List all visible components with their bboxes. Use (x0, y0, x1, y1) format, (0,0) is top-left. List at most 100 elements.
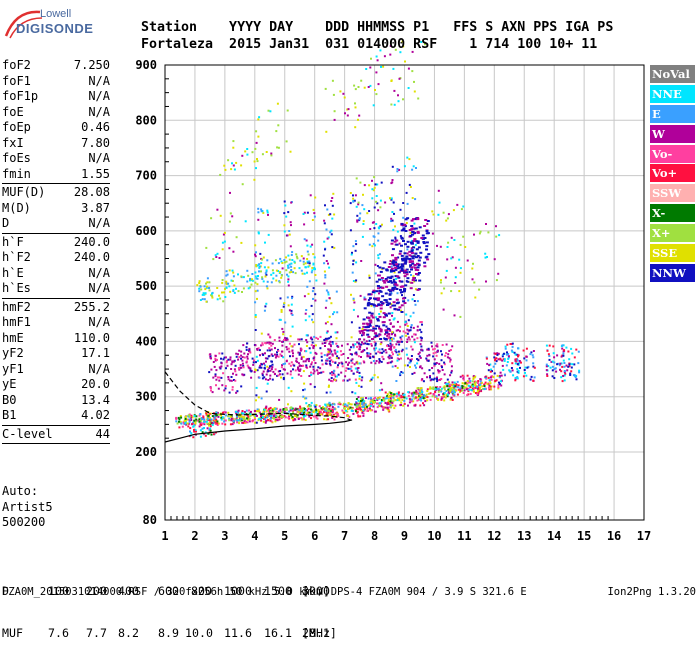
echo-point (397, 276, 401, 279)
echo-point (214, 421, 217, 424)
echo-point (383, 55, 386, 58)
echo-point (488, 384, 491, 387)
echo-point (416, 329, 419, 332)
echo-point (201, 431, 204, 434)
echo-point (360, 356, 362, 358)
echo-point (190, 419, 193, 421)
echo-point (254, 329, 257, 331)
echo-point (267, 109, 270, 112)
echo-point (262, 420, 265, 423)
echo-point (290, 345, 293, 348)
echo-point (377, 303, 381, 306)
echo-point (289, 364, 292, 367)
echo-point (447, 382, 450, 385)
echo-point (282, 305, 285, 308)
echo-point (392, 228, 395, 231)
echo-point (563, 370, 566, 372)
echo-point (303, 238, 306, 241)
echo-point (306, 341, 309, 344)
echo-point (427, 359, 430, 362)
y-tick-label: 800 (135, 113, 157, 127)
echo-point (231, 215, 234, 218)
echo-point (323, 282, 326, 285)
echo-point (246, 364, 249, 367)
echo-point (409, 265, 412, 268)
echo-point (340, 353, 343, 356)
echo-point (463, 386, 466, 389)
echo-point (345, 367, 348, 370)
echo-point (396, 275, 400, 278)
echo-point (393, 308, 397, 311)
echo-point (388, 361, 390, 364)
echo-point (314, 274, 317, 276)
echo-point (328, 405, 331, 408)
echo-point (229, 212, 232, 215)
echo-point (213, 421, 216, 424)
echo-point (246, 414, 249, 417)
echo-point (199, 285, 202, 288)
echo-point (313, 345, 315, 347)
echo-point (397, 271, 401, 274)
echo-point (331, 411, 334, 414)
echo-point (360, 385, 363, 388)
echo-point (394, 399, 397, 402)
echo-point (322, 406, 324, 409)
echo-point (256, 408, 259, 411)
echo-point (220, 357, 222, 360)
echo-point (426, 376, 429, 379)
echo-point (323, 409, 326, 412)
echo-point (402, 202, 405, 204)
echo-point (470, 389, 473, 391)
echo-point (384, 401, 387, 404)
echo-point (270, 152, 273, 155)
echo-point (320, 355, 323, 358)
echo-point (459, 267, 462, 270)
echo-point (281, 340, 284, 343)
echo-point (379, 206, 382, 209)
echo-point (375, 223, 378, 225)
echo-point (230, 168, 233, 171)
echo-point (304, 414, 307, 417)
echo-point (276, 351, 278, 354)
echo-point (312, 297, 314, 300)
echo-point (406, 248, 409, 251)
echo-point (327, 293, 330, 296)
echo-point (415, 389, 418, 392)
echo-point (373, 305, 376, 308)
echo-point (329, 408, 332, 411)
echo-point (413, 341, 416, 344)
echo-point (378, 292, 380, 295)
echo-point (410, 268, 413, 271)
echo-point (450, 371, 453, 374)
echo-point (492, 376, 495, 378)
echo-point (313, 410, 316, 413)
echo-point (405, 268, 409, 271)
echo-point (327, 213, 330, 216)
echo-point (406, 364, 409, 367)
echo-point (413, 371, 416, 374)
echo-point (289, 335, 292, 338)
echo-point (377, 350, 380, 353)
legend-item-vo: Vo- (650, 144, 695, 163)
echo-point (393, 407, 396, 410)
echo-point (204, 434, 207, 437)
echo-point (408, 271, 411, 273)
echo-point (419, 394, 422, 397)
echo-point (284, 204, 287, 207)
echo-point (447, 241, 450, 244)
echo-point (413, 80, 415, 83)
echo-point (400, 338, 403, 341)
echo-point (489, 376, 492, 379)
echo-point (450, 388, 453, 391)
echo-point (401, 294, 403, 297)
echo-point (391, 304, 395, 307)
echo-point (206, 281, 209, 284)
echo-point (235, 236, 238, 239)
echo-point (291, 295, 294, 298)
echo-point (179, 415, 182, 418)
echo-point (380, 360, 383, 363)
echo-point (320, 352, 323, 355)
param-label: yE (2, 377, 17, 391)
echo-point (426, 390, 429, 392)
echo-point (219, 367, 222, 370)
